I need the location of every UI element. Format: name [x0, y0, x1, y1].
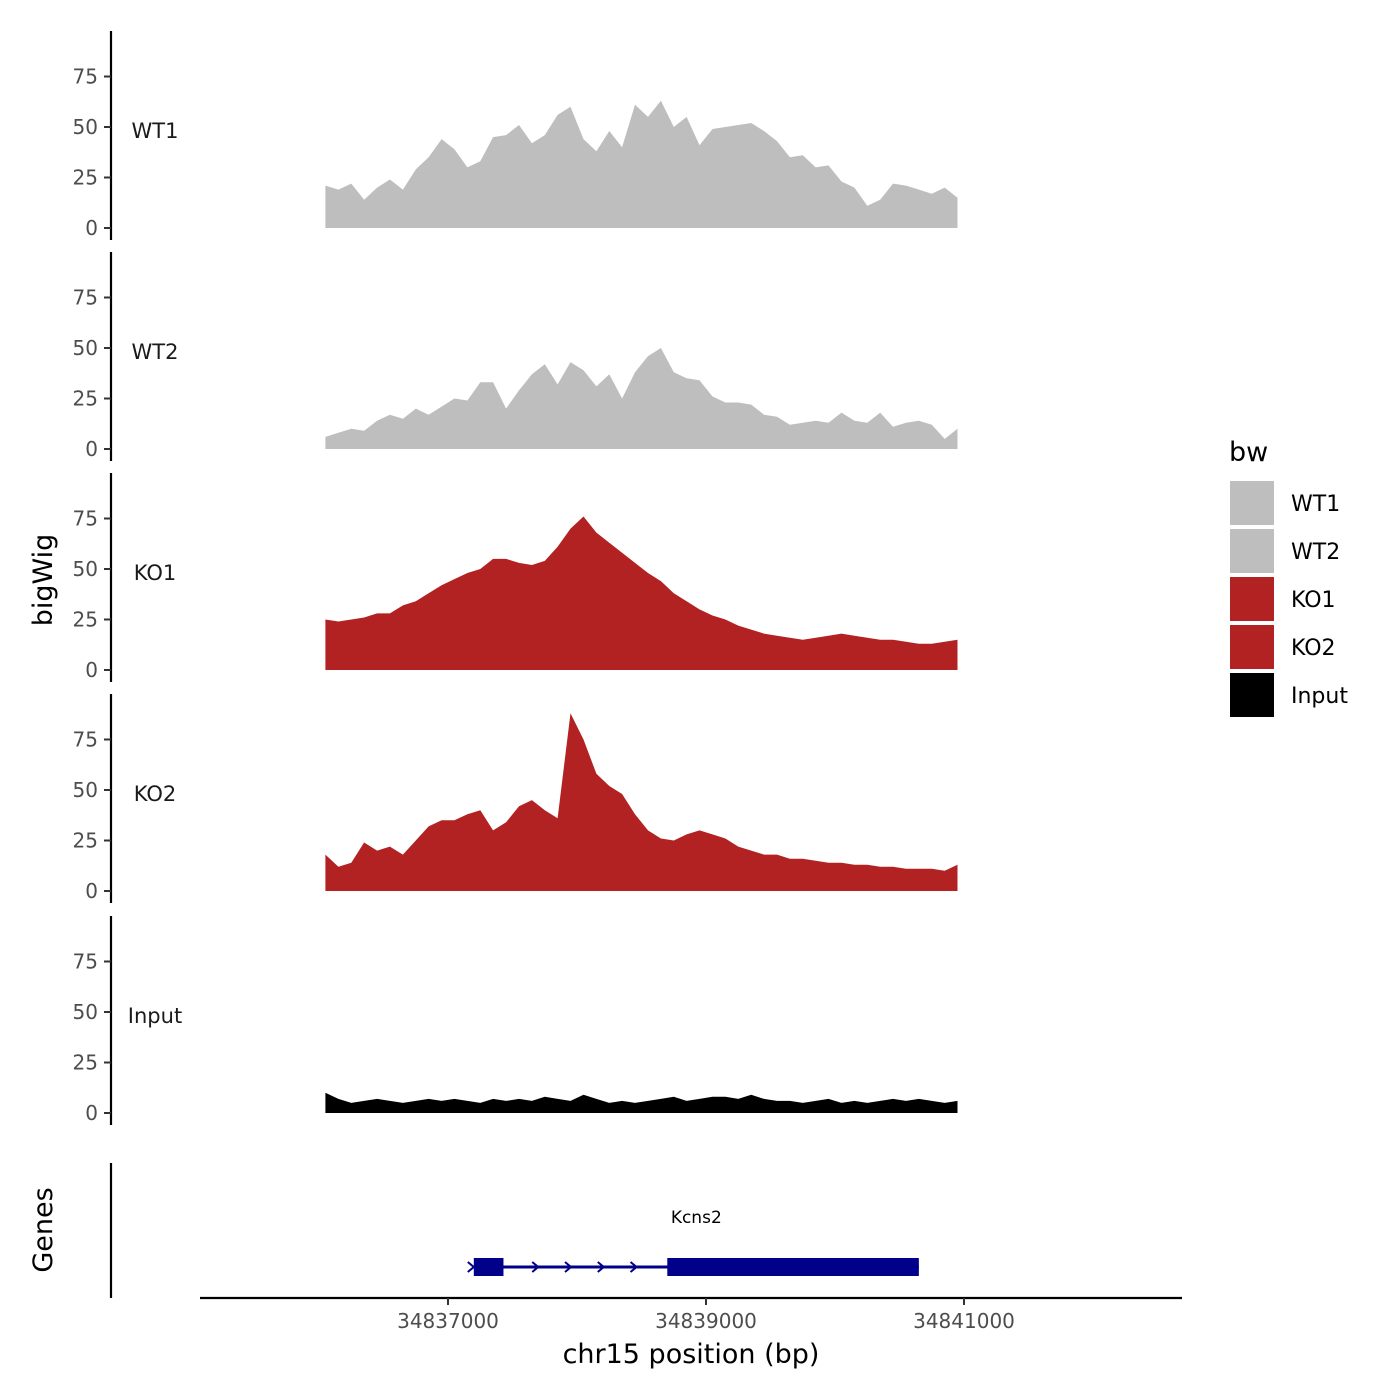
y-tick-label: 0	[85, 216, 98, 240]
y-tick-label: 75	[73, 65, 98, 89]
strand-arrow	[597, 1261, 606, 1273]
track-ko2: 0 25 50 75 KO2	[73, 694, 958, 903]
gene-track-label: Genes	[28, 1187, 59, 1272]
y-tick-label: 75	[73, 286, 98, 310]
track-label: KO2	[134, 782, 177, 806]
track-input: 0 25 50 75 Input	[73, 916, 958, 1125]
coverage-area-wt1	[325, 100, 958, 228]
y-tick-label: 75	[73, 728, 98, 752]
track-label: Input	[128, 1004, 182, 1028]
legend-title: bw	[1229, 437, 1268, 468]
y-tick-label: 0	[85, 1101, 98, 1125]
y-tick-label: 0	[85, 879, 98, 903]
legend-swatch-ko2	[1230, 625, 1274, 669]
track-label: KO1	[134, 561, 177, 585]
y-tick-label: 50	[73, 778, 98, 802]
legend-swatch-wt2	[1230, 529, 1274, 573]
coverage-area-ko1	[325, 516, 958, 670]
gene-exon	[667, 1258, 919, 1276]
x-tick-label: 34841000	[913, 1309, 1015, 1333]
y-tick-label: 50	[73, 1000, 98, 1024]
y-tick-label: 25	[73, 608, 98, 632]
legend: bw WT1 WT2 KO1 KO2 Input	[1229, 437, 1348, 717]
y-tick-label: 0	[85, 658, 98, 682]
track-ko1: 0 25 50 75 KO1	[73, 473, 958, 682]
gene-track-panel: Genes Kcns2	[28, 1163, 919, 1298]
track-wt2: 0 25 50 75 WT2	[73, 252, 958, 461]
gene-name-label: Kcns2	[671, 1208, 722, 1228]
y-tick-label: 75	[73, 950, 98, 974]
y-tick-label: 25	[73, 166, 98, 190]
legend-swatch-wt1	[1230, 481, 1274, 525]
legend-swatch-ko1	[1230, 577, 1274, 621]
strand-arrow	[467, 1261, 476, 1273]
coverage-area-input	[325, 1092, 958, 1113]
legend-label: Input	[1291, 684, 1348, 709]
track-label: WT2	[132, 340, 179, 364]
y-tick-label: 0	[85, 437, 98, 461]
y-tick-label: 25	[73, 387, 98, 411]
coverage-tracks: 0 25 50 75 WT1 0 25 50 75 WT2 0 25 50 75 KO1 0 25 50 75 KO2…	[73, 31, 958, 1125]
strand-arrow	[531, 1261, 540, 1273]
legend-label: WT2	[1291, 540, 1340, 565]
y-tick-label: 25	[73, 1051, 98, 1075]
x-axis-title: chr15 position (bp)	[563, 1339, 820, 1370]
y-tick-label: 50	[73, 557, 98, 581]
strand-arrow	[629, 1261, 639, 1273]
legend-label: KO2	[1291, 636, 1336, 661]
legend-swatch-input	[1230, 673, 1274, 717]
coverage-area-wt2	[325, 348, 958, 449]
legend-label: WT1	[1291, 492, 1340, 517]
track-wt1: 0 25 50 75 WT1	[73, 31, 958, 240]
y-tick-label: 50	[73, 336, 98, 360]
y-tick-label: 50	[73, 115, 98, 139]
gene-model	[467, 1258, 919, 1276]
y-tick-label: 75	[73, 507, 98, 531]
track-label: WT1	[132, 119, 179, 143]
x-axis: 34837000 34839000 34841000 chr15 position …	[200, 1296, 1182, 1370]
x-tick-label: 34839000	[655, 1309, 757, 1333]
legend-label: KO1	[1291, 588, 1336, 613]
x-tick-label: 34837000	[397, 1309, 499, 1333]
y-tick-label: 25	[73, 829, 98, 853]
coverage-area-ko2	[325, 713, 958, 891]
y-axis-title: bigWig	[28, 534, 59, 627]
gene-exon	[473, 1258, 504, 1276]
strand-arrow	[564, 1261, 573, 1273]
